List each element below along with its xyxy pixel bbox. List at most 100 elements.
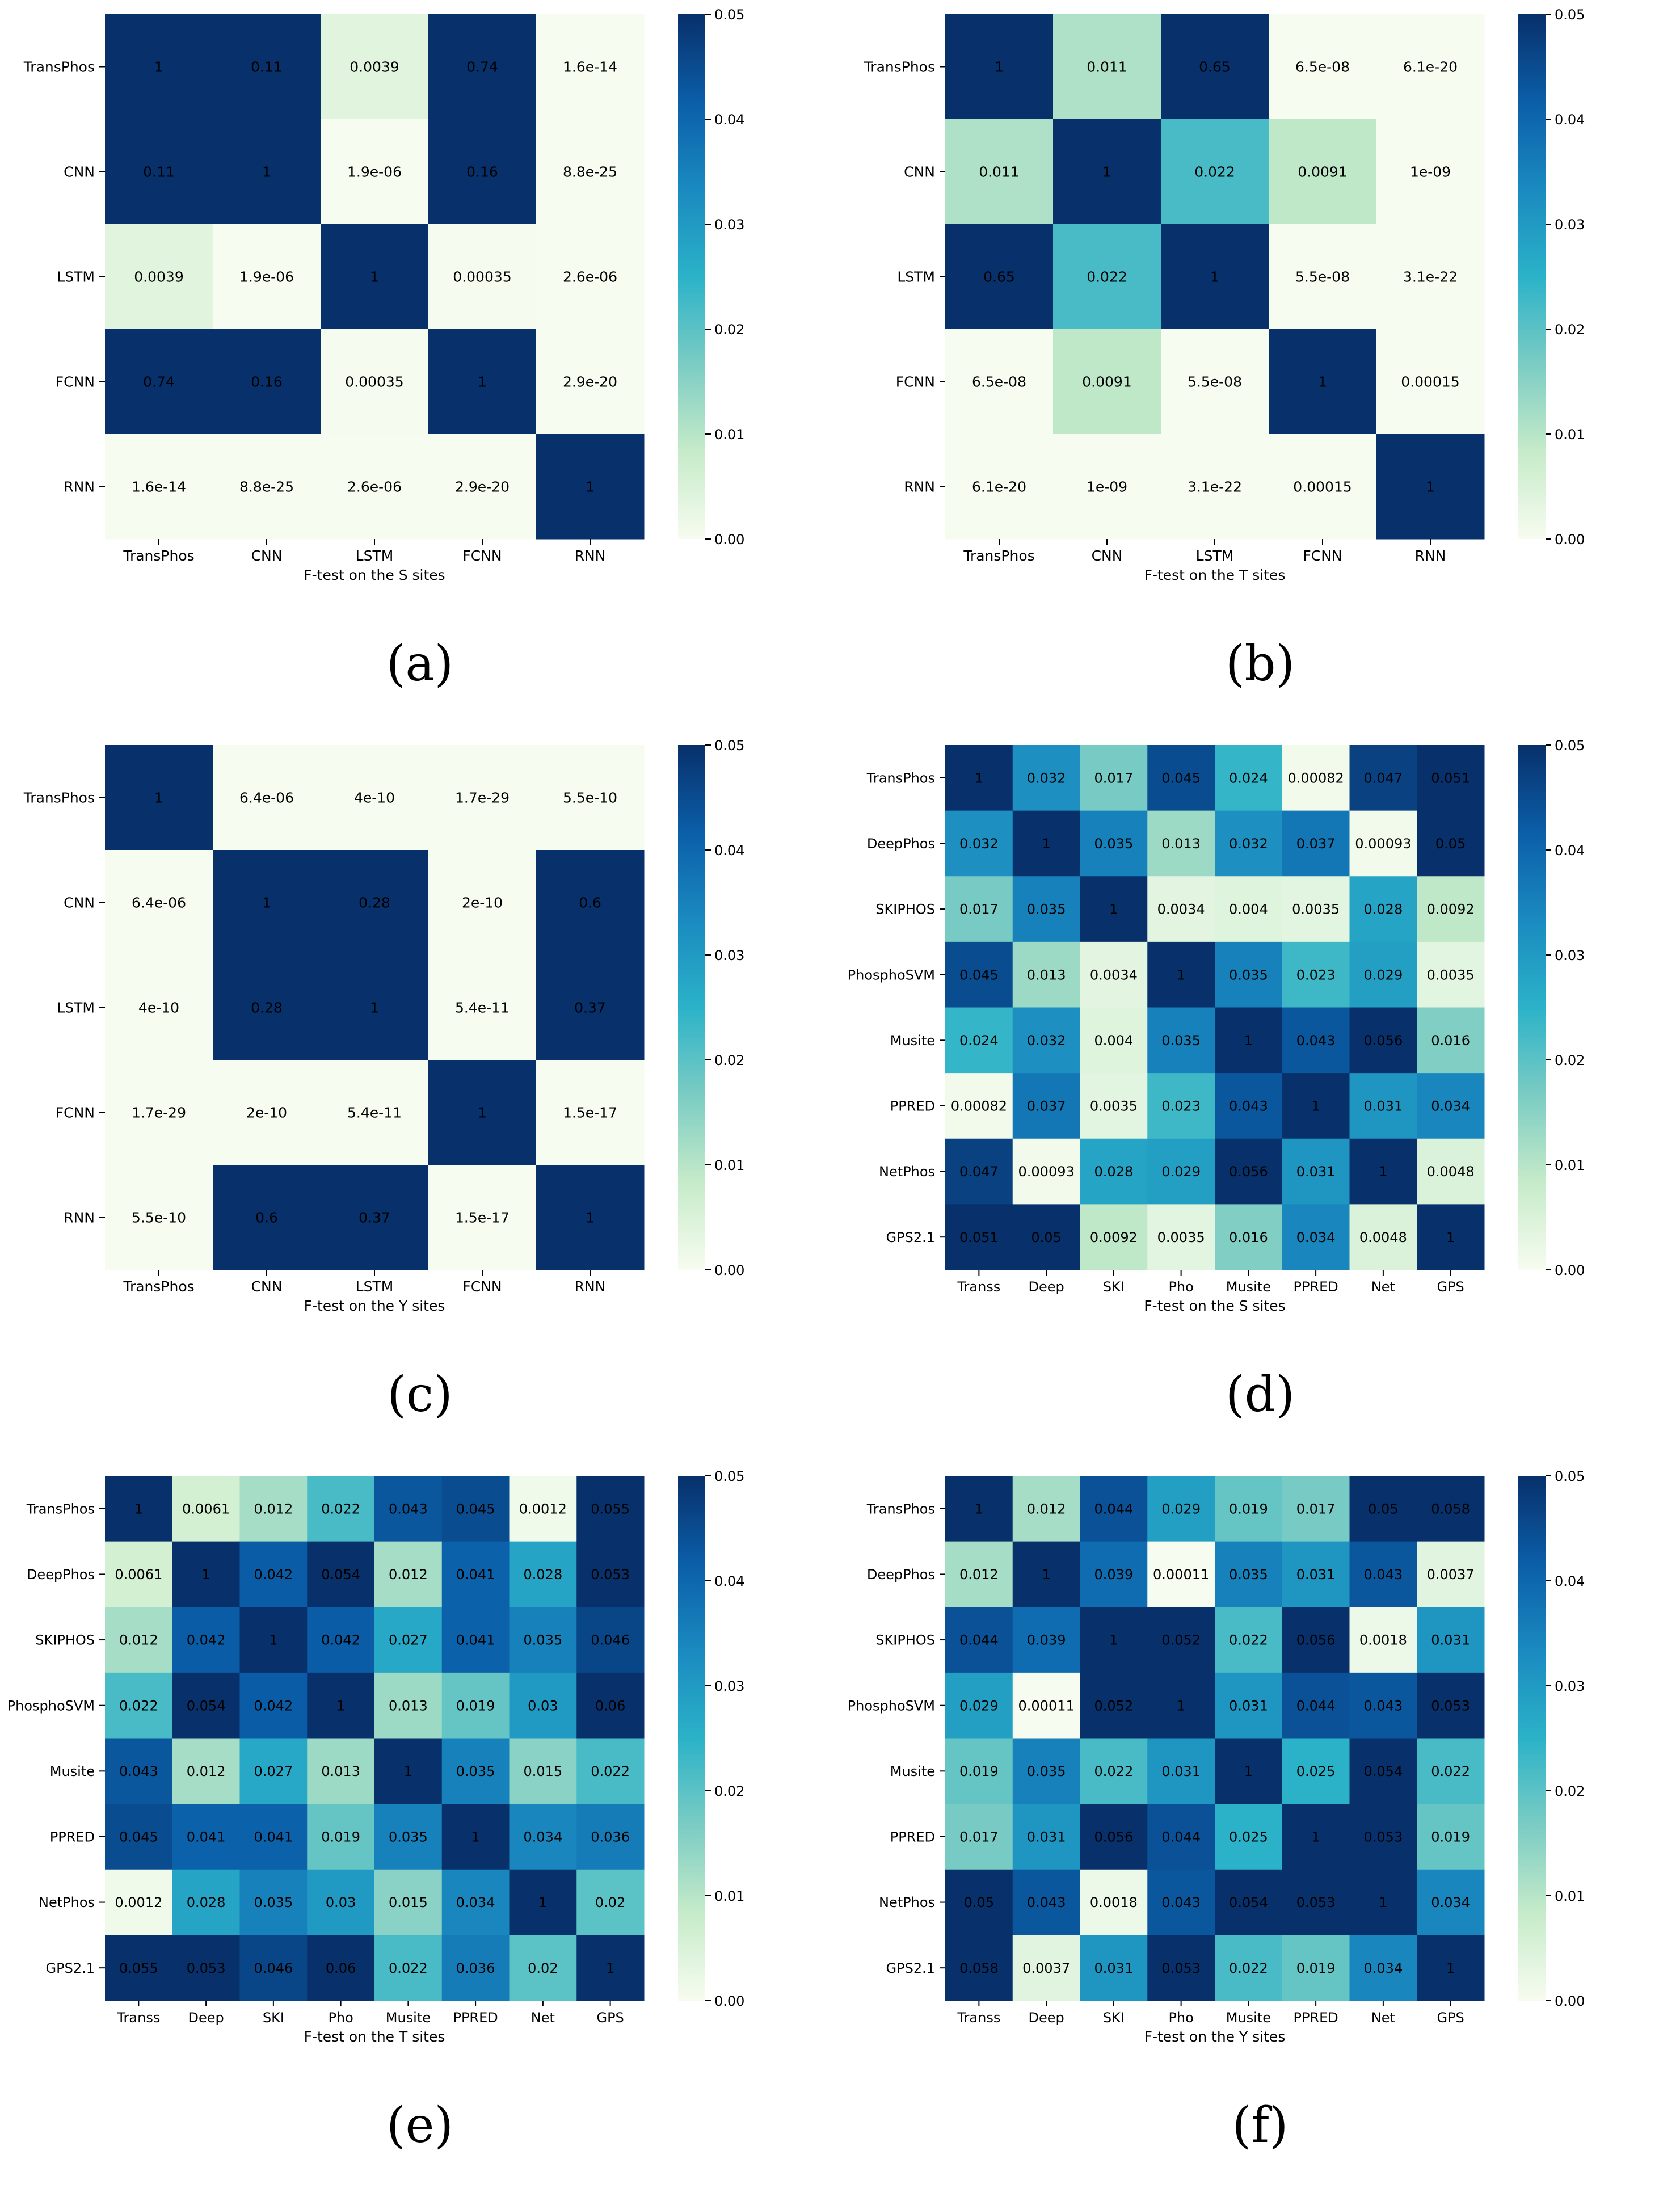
cell-value-r4-c4: 1 <box>1426 479 1435 495</box>
heatmap-cell-r2-c1 <box>1012 1607 1080 1673</box>
heatmap-cell-r3-c2 <box>239 1672 308 1739</box>
heatmap-cell-r3-c4 <box>536 329 645 435</box>
cell-value-r1-c6: 0.043 <box>1364 1567 1403 1582</box>
cell-value-r0-c1: 0.11 <box>251 59 283 75</box>
cell-value-r2-c2: 1 <box>370 1000 379 1016</box>
heatmap-cell-r3-c4 <box>1376 329 1485 435</box>
cell-value-r1-c7: 0.0037 <box>1427 1567 1475 1582</box>
cell-value-r2-c2: 1 <box>1109 902 1118 917</box>
heatmap-cell-r3-c5 <box>1282 1672 1350 1739</box>
heatmap-cell-r4-c3 <box>1269 434 1377 540</box>
cell-value-r0-c5: 0.00082 <box>1288 770 1344 786</box>
x-axis-label: F-test on the S sites <box>1144 1298 1285 1314</box>
heatmap-cell-r5-c2 <box>1080 1073 1148 1139</box>
heatmap-cell-r5-c6 <box>509 1804 577 1870</box>
cell-value-r1-c0: 0.032 <box>959 836 999 852</box>
cell-value-r1-c2: 0.022 <box>1194 164 1235 180</box>
cell-value-r0-c1: 0.0061 <box>182 1501 230 1517</box>
cell-value-r1-c1: 1 <box>1042 836 1050 852</box>
heatmap-cell-r1-c2 <box>1080 810 1148 877</box>
heatmap-cell-r3-c1 <box>1053 329 1161 435</box>
heatmap-cell-r0-c2 <box>1080 745 1148 811</box>
heatmap-cell-r0-c1 <box>172 1476 240 1542</box>
cell-value-r6-c7: 0.0048 <box>1427 1164 1475 1180</box>
heatmap-cell-r4-c3 <box>1147 1007 1215 1074</box>
heatmap-cell-r2-c7 <box>1417 1607 1485 1673</box>
colorbar-tick-label: 0.01 <box>1555 427 1585 443</box>
heatmap-cell-r4-c5 <box>1282 1007 1350 1074</box>
x-tick-label: Musite <box>1226 1279 1271 1295</box>
cell-value-r2-c3: 0.00035 <box>453 269 511 285</box>
cell-value-r2-c3: 0.042 <box>321 1632 360 1648</box>
cell-value-r0-c0: 1 <box>975 1501 983 1517</box>
heatmap-cell-r7-c1 <box>172 1935 240 2001</box>
heatmap-cell-r0-c2 <box>239 1476 308 1542</box>
cell-value-r2-c5: 0.056 <box>1296 1632 1336 1648</box>
cell-value-r6-c3: 0.029 <box>1161 1164 1201 1180</box>
heatmap-cell-r4-c4 <box>374 1738 443 1804</box>
heatmap-cell-r6-c0 <box>945 1138 1013 1205</box>
cell-value-r7-c4: 0.022 <box>389 1960 428 1976</box>
heatmap-cell-r1-c6 <box>1349 1541 1417 1607</box>
heatmap-cell-r7-c3 <box>1147 1204 1215 1270</box>
cell-value-r4-c3: 0.031 <box>1161 1763 1201 1779</box>
heatmap-cell-r3-c2 <box>1161 329 1269 435</box>
heatmap-cell-r0-c5 <box>1282 745 1350 811</box>
colorbar-tick-label: 0.02 <box>714 322 744 338</box>
heatmap-cell-r5-c5 <box>441 1804 510 1870</box>
heatmap-cell-r1-c4 <box>536 119 645 225</box>
heatmap-cell-r1-c4 <box>1215 1541 1283 1607</box>
heatmap-cell-r3-c0 <box>105 1672 173 1739</box>
heatmap-cell-r7-c1 <box>1012 1935 1080 2001</box>
cell-value-r3-c6: 0.03 <box>528 1698 558 1714</box>
heatmap-cell-r2-c6 <box>1349 1607 1417 1673</box>
heatmap-cell-r0-c2 <box>1161 14 1269 120</box>
heatmap-cell-r6-c6 <box>509 1869 577 1935</box>
cell-value-r2-c1: 0.039 <box>1027 1632 1066 1648</box>
cell-value-r1-c7: 0.053 <box>591 1567 630 1582</box>
cell-value-r1-c5: 0.031 <box>1296 1567 1336 1582</box>
cell-value-r0-c4: 0.024 <box>1229 770 1268 786</box>
y-tick-label: PPRED <box>50 1829 95 1845</box>
panel-label-c: (c) <box>387 1366 453 1423</box>
cell-value-r6-c2: 0.035 <box>254 1895 293 1910</box>
cell-value-r1-c2: 1.9e-06 <box>347 164 402 180</box>
x-tick-label: Deep <box>188 2010 224 2026</box>
colorbar-tick-label: 0.05 <box>1555 1468 1585 1484</box>
heatmap-cell-r3-c0 <box>945 329 1054 435</box>
cell-value-r5-c4: 0.043 <box>1229 1098 1268 1114</box>
heatmap-cell-r1-c2 <box>1080 1541 1148 1607</box>
heatmap-cell-r1-c3 <box>1147 1541 1215 1607</box>
heatmap-cell-r6-c7 <box>1417 1869 1485 1935</box>
cell-value-r7-c6: 0.034 <box>1364 1960 1403 1976</box>
cell-value-r1-c3: 2e-10 <box>462 895 503 911</box>
heatmap-cell-r1-c2 <box>321 850 429 956</box>
heatmap-cell-r2-c5 <box>1282 876 1350 942</box>
cell-value-r4-c3: 2.9e-20 <box>455 479 510 495</box>
cell-value-r2-c2: 1 <box>1109 1632 1118 1648</box>
heatmap-cells: 1 0.012 0.044 0.029 0.019 0.017 0.05 0.058 0.012… <box>945 1476 1485 2001</box>
heatmap-cell-r1-c2 <box>1161 119 1269 225</box>
colorbar-tick-label: 0.01 <box>714 1888 744 1904</box>
cell-value-r4-c3: 0.013 <box>321 1763 360 1779</box>
cell-value-r6-c5: 0.031 <box>1296 1164 1336 1180</box>
heatmap-cell-r6-c3 <box>1147 1869 1215 1935</box>
y-tick-label: NetPhos <box>879 1164 935 1180</box>
heatmap-cell-r3-c6 <box>1349 941 1417 1008</box>
x-tick-label: GPS <box>1437 1279 1464 1295</box>
cell-value-r1-c1: 1 <box>201 1567 210 1582</box>
colorbar-tick-label: 0.04 <box>714 112 744 128</box>
cell-value-r0-c3: 0.022 <box>321 1501 360 1517</box>
y-tick-label: CNN <box>64 164 95 180</box>
heatmap-cell-r4-c4 <box>1215 1738 1283 1804</box>
heatmap-cell-r4-c7 <box>576 1738 645 1804</box>
heatmap-cell-r7-c6 <box>1349 1204 1417 1270</box>
cell-value-r6-c3: 0.03 <box>326 1895 356 1910</box>
cell-value-r4-c4: 1 <box>404 1763 412 1779</box>
cell-value-r7-c7: 1 <box>606 1960 614 1976</box>
cell-value-r1-c4: 0.032 <box>1229 836 1268 852</box>
cell-value-r5-c3: 0.023 <box>1161 1098 1201 1114</box>
cell-value-r4-c6: 0.054 <box>1364 1763 1403 1779</box>
heatmap-cell-r7-c6 <box>1349 1935 1417 2001</box>
y-tick-label: Musite <box>890 1033 935 1049</box>
